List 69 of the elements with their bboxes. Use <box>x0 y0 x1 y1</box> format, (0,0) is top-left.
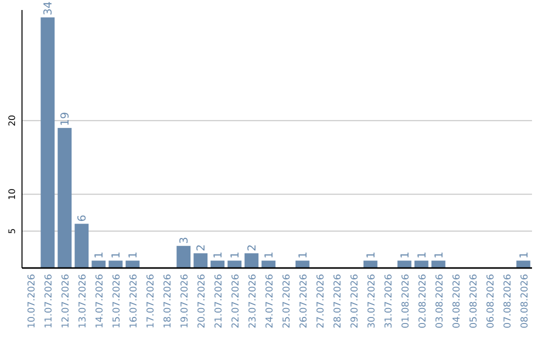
x-tick-label: 24.07.2026 <box>264 274 276 328</box>
x-tick-label: 02.08.2026 <box>417 274 428 328</box>
x-tick-label: 28.07.2026 <box>332 274 344 328</box>
x-tick-label: 01.08.2026 <box>400 274 412 328</box>
data-label: 1 <box>92 252 106 259</box>
data-label: 1 <box>126 252 140 259</box>
data-label: 3 <box>178 236 191 244</box>
bar <box>363 260 378 268</box>
bar <box>516 260 530 268</box>
data-label: 1 <box>364 252 378 259</box>
y-tick-label: 5 <box>8 228 18 234</box>
data-label: 1 <box>517 252 530 259</box>
x-tick-label: 19.07.2026 <box>180 274 191 328</box>
data-label: 1 <box>228 252 242 259</box>
bar <box>414 260 428 268</box>
y-tick-label: 20 <box>8 114 18 126</box>
data-label: 6 <box>76 214 89 222</box>
data-label: 34 <box>42 1 55 16</box>
bar <box>126 260 140 268</box>
x-tick-label: 03.08.2026 <box>434 274 446 328</box>
x-tick-label: 05.08.2026 <box>468 274 480 328</box>
x-tick-label: 30.07.2026 <box>366 274 378 328</box>
x-tick-label: 27.07.2026 <box>315 274 326 328</box>
x-tick-label: 08.08.2026 <box>519 274 530 328</box>
bar <box>244 253 258 268</box>
bar <box>74 224 89 268</box>
x-tick-label: 26.07.2026 <box>298 274 310 328</box>
x-tick-label: 23.07.2026 <box>248 274 259 328</box>
data-label: 2 <box>194 244 208 252</box>
x-tick-label: 17.07.2026 <box>146 274 157 328</box>
bar <box>210 260 225 268</box>
x-tick-label: 31.07.2026 <box>383 274 394 328</box>
x-tick-label: 25.07.2026 <box>281 274 292 328</box>
x-tick-label: 07.08.2026 <box>502 274 514 328</box>
data-label: 1 <box>415 252 428 259</box>
x-tick-label: 18.07.2026 <box>162 274 174 328</box>
data-label: 1 <box>432 252 446 259</box>
data-label: 1 <box>296 252 310 259</box>
x-tick-label: 11.07.2026 <box>44 274 55 328</box>
x-tick-label: 14.07.2026 <box>94 274 106 328</box>
x-tick-label: 15.07.2026 <box>112 274 123 328</box>
x-tick-label: 06.08.2026 <box>485 274 496 328</box>
x-tick-label: 12.07.2026 <box>60 274 72 328</box>
x-tick-label: 21.07.2026 <box>214 274 225 328</box>
bar <box>176 246 191 268</box>
x-tick-label: 22.07.2026 <box>230 274 242 328</box>
bar <box>296 260 310 268</box>
data-label: 1 <box>398 252 412 259</box>
x-tick-label: 29.07.2026 <box>349 274 360 328</box>
x-tick-label: 13.07.2026 <box>78 274 89 328</box>
bar <box>58 128 72 268</box>
data-label: 1 <box>110 252 123 259</box>
data-label: 19 <box>58 112 72 126</box>
x-tick-label: 10.07.2026 <box>26 274 38 328</box>
data-label: 1 <box>262 252 276 259</box>
data-label: 2 <box>246 244 259 252</box>
y-tick-label: 10 <box>8 188 18 200</box>
data-label: 1 <box>212 252 225 259</box>
bar <box>92 260 106 268</box>
bar <box>228 260 242 268</box>
bar <box>262 260 276 268</box>
bar <box>431 260 446 268</box>
bar <box>397 260 412 268</box>
bar <box>40 17 55 268</box>
bar <box>194 253 208 268</box>
bar <box>108 260 123 268</box>
x-tick-label: 16.07.2026 <box>128 274 140 328</box>
x-tick-label: 20.07.2026 <box>196 274 208 328</box>
x-tick-label: 04.08.2026 <box>451 274 462 328</box>
